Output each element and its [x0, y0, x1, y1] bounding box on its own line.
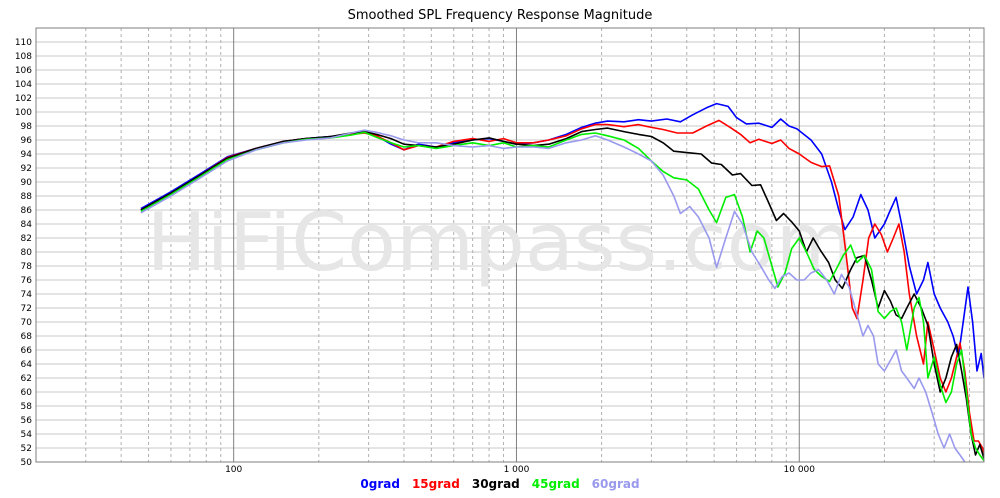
plot-frame: [35, 27, 985, 463]
y-tick-label: 76: [21, 276, 33, 286]
x-tick-label: 1 000: [504, 465, 530, 475]
y-tick-label: 92: [21, 164, 32, 174]
series-lines: [140, 102, 984, 462]
y-tick-label: 94: [21, 150, 33, 160]
y-tick-label: 56: [21, 416, 33, 426]
x-tick-label: 100: [225, 465, 242, 475]
y-tick-labels: 50 52 54 56 58 60 62 64 66 68 70 72 74 76 78 80 82 84 86 88…: [15, 38, 32, 468]
y-tick-label: 100: [15, 108, 32, 118]
x-tick-label: 10 000: [784, 465, 816, 475]
grid-lines: [35, 27, 984, 463]
y-tick-label: 50: [21, 458, 33, 468]
chart-title: Smoothed SPL Frequency Response Magnitud…: [347, 8, 653, 23]
legend: 0grad 15grad 30grad 45grad 60grad: [0, 477, 1000, 491]
y-tick-label: 74: [21, 290, 33, 300]
y-tick-label: 54: [21, 430, 33, 440]
y-tick-label: 104: [15, 80, 32, 90]
y-tick-label: 96: [21, 136, 33, 146]
series-line-45grad: [140, 131, 984, 462]
y-tick-label: 108: [15, 52, 32, 62]
y-tick-label: 52: [21, 444, 32, 454]
y-tick-label: 98: [21, 122, 33, 132]
y-tick-label: 60: [21, 388, 33, 398]
y-tick-label: 68: [21, 332, 33, 342]
y-tick-label: 106: [15, 66, 32, 76]
y-tick-label: 102: [15, 94, 32, 104]
y-tick-label: 78: [21, 262, 33, 272]
legend-item-0grad: 0grad: [360, 477, 400, 491]
y-tick-label: 62: [21, 374, 32, 384]
y-tick-label: 64: [21, 360, 33, 370]
y-tick-label: 84: [21, 220, 33, 230]
series-line-30grad: [140, 127, 984, 459]
x-tick-labels: 100 1 000 10 000: [225, 465, 815, 475]
watermark: HiFiCompass.com: [147, 196, 854, 289]
y-tick-label: 66: [21, 346, 33, 356]
legend-item-60grad: 60grad: [591, 477, 640, 491]
y-tick-label: 90: [21, 178, 33, 188]
series-line-60grad: [140, 129, 966, 462]
legend-item-30grad: 30grad: [471, 477, 520, 491]
y-tick-label: 86: [21, 206, 33, 216]
y-tick-label: 70: [21, 318, 33, 328]
legend-item-15grad: 15grad: [411, 477, 460, 491]
y-tick-label: 80: [21, 248, 33, 258]
y-tick-label: 110: [15, 38, 32, 48]
legend-item-45grad: 45grad: [531, 477, 580, 491]
y-tick-label: 82: [21, 234, 32, 244]
y-tick-label: 58: [21, 402, 33, 412]
series-line-15grad: [140, 119, 984, 456]
y-tick-label: 72: [21, 304, 32, 314]
y-tick-label: 88: [21, 192, 33, 202]
